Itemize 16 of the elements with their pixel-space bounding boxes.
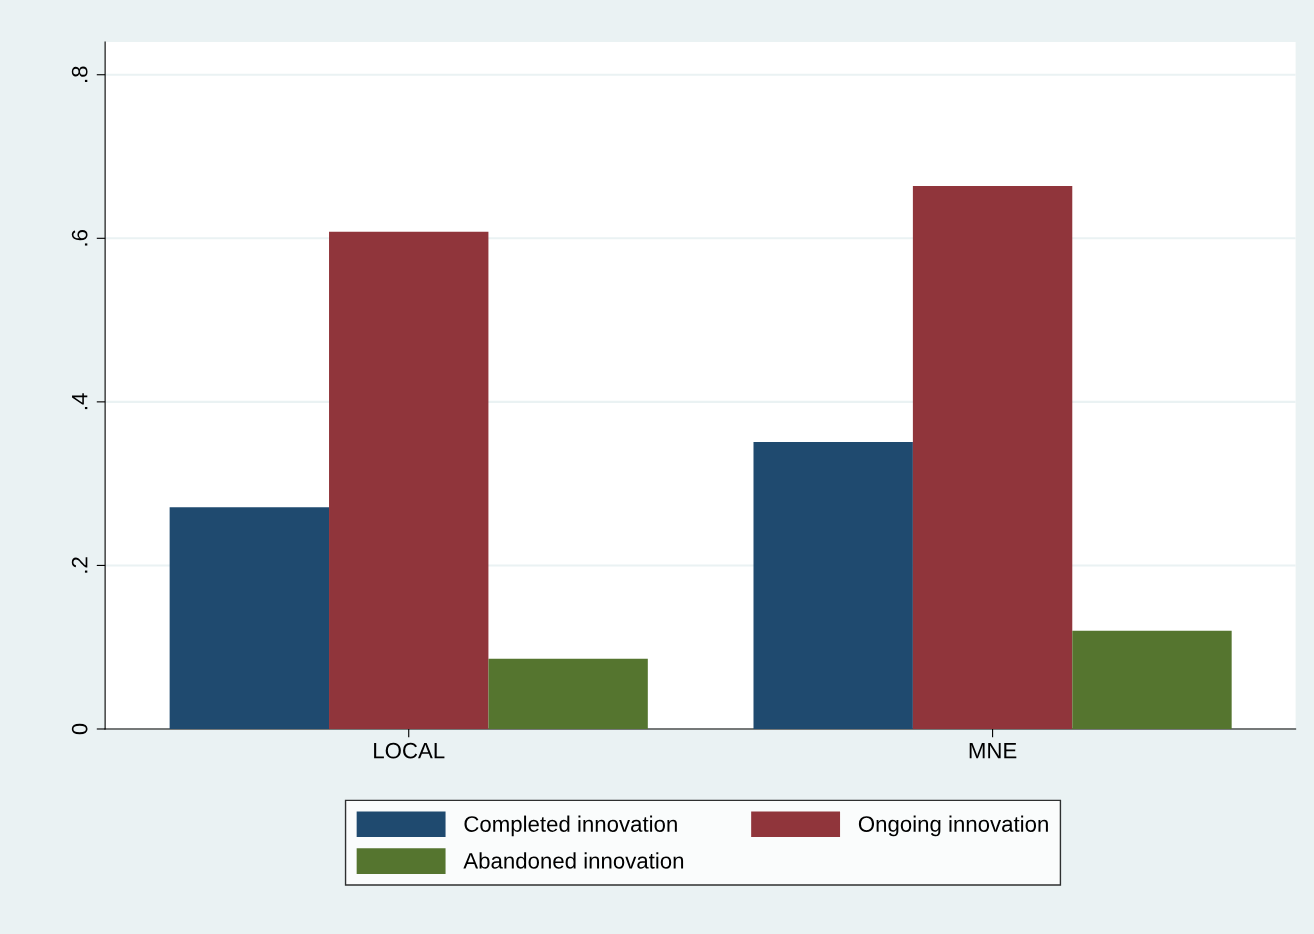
legend-label: Abandoned innovation bbox=[463, 852, 684, 869]
x-tick-label: LOCAL bbox=[374, 742, 445, 759]
bar bbox=[1072, 630, 1232, 729]
y-tick-label: .4 bbox=[72, 393, 88, 410]
bar bbox=[488, 658, 648, 729]
x-tick-label: MNE bbox=[969, 743, 1017, 759]
y-tick-label: .2 bbox=[71, 557, 88, 573]
y-tick-label: .6 bbox=[71, 230, 88, 246]
y-tick-label: .8 bbox=[71, 66, 88, 82]
legend-label: Ongoing innovation bbox=[858, 815, 1048, 837]
legend-label: Completed innovation bbox=[464, 815, 677, 837]
bar bbox=[753, 441, 913, 729]
bar bbox=[329, 231, 489, 729]
y-tick-label: 0 bbox=[71, 723, 88, 735]
bar bbox=[912, 185, 1073, 729]
bar bbox=[169, 507, 330, 729]
